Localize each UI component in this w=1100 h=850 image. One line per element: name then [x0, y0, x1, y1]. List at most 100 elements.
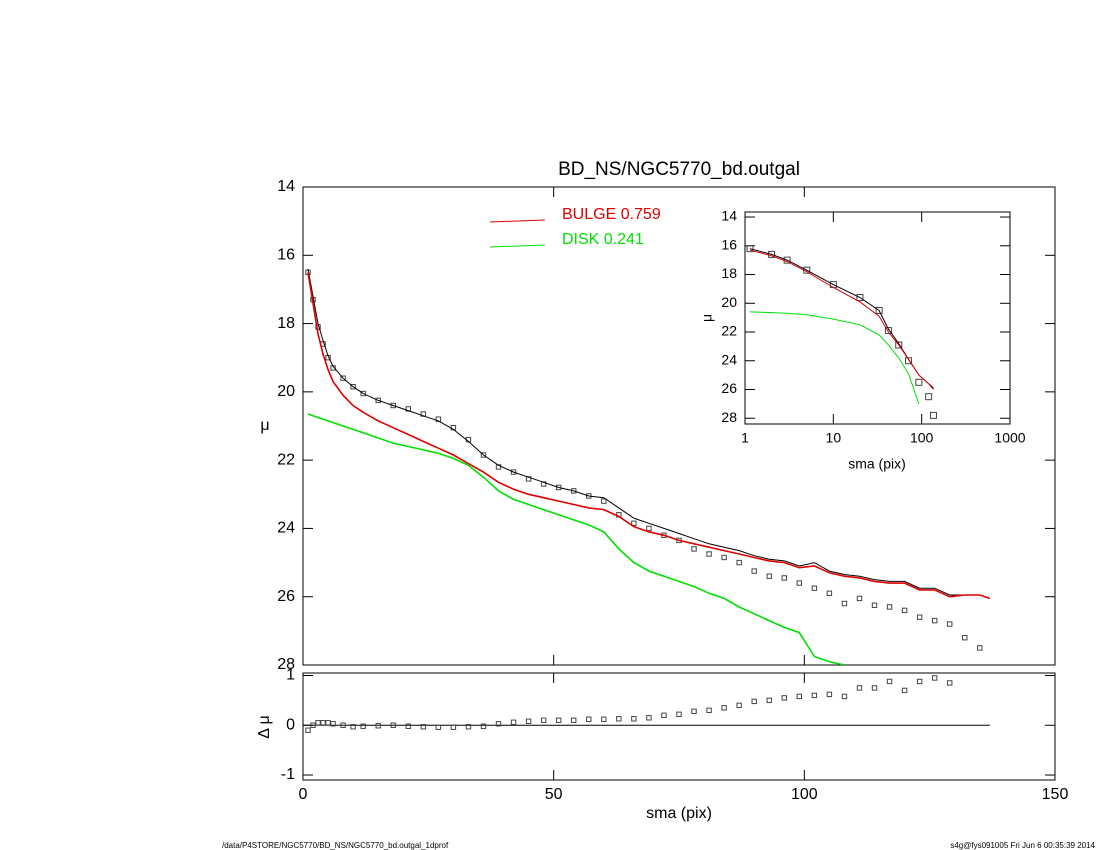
data-point — [916, 614, 923, 620]
data-point — [330, 721, 336, 727]
data-point — [736, 702, 742, 709]
plot-frame — [744, 211, 1011, 425]
data-point — [350, 724, 356, 730]
data-point — [480, 723, 487, 729]
data-point — [325, 720, 331, 726]
data-point — [931, 675, 938, 681]
data-point — [929, 411, 937, 419]
data-point — [736, 559, 742, 566]
data-point — [375, 723, 381, 729]
y-tick-label: 16 — [277, 247, 295, 264]
x-axis-label: sma (pix) — [646, 805, 712, 822]
x-tick-label: 50 — [545, 786, 563, 803]
data-point — [841, 600, 848, 607]
x-tick-label: 10 — [826, 430, 842, 446]
x-tick-label: 1 — [741, 430, 749, 446]
inset-x-axis-label: sma (pix) — [848, 456, 906, 472]
data-point — [661, 712, 667, 719]
data-point — [340, 375, 346, 381]
plot-area — [746, 245, 937, 419]
y-tick-label: 0 — [286, 716, 295, 733]
y-tick-label: 22 — [277, 451, 295, 468]
data-point — [571, 717, 577, 723]
x-tick-label: 150 — [1042, 786, 1069, 803]
data-point — [796, 580, 803, 586]
data-point — [450, 724, 457, 730]
data-point — [631, 716, 637, 722]
data-point — [465, 724, 472, 730]
data-point — [916, 678, 923, 685]
y-tick-label: 24 — [277, 520, 295, 537]
data-point — [915, 378, 923, 386]
data-point — [405, 406, 411, 412]
y-tick-label: 20 — [721, 294, 737, 310]
y-tick-label: 1 — [286, 667, 295, 684]
x-tick-label: 1000 — [994, 430, 1025, 446]
data-point — [886, 678, 893, 685]
data-point — [781, 575, 787, 581]
series-line — [749, 249, 934, 390]
data-point — [375, 397, 381, 404]
data-point — [796, 693, 803, 700]
data-point — [875, 306, 883, 314]
y-tick-label: -1 — [281, 766, 295, 783]
y-tick-label: 26 — [277, 588, 295, 605]
data-point — [768, 250, 776, 258]
data-point — [320, 720, 326, 726]
data-point — [856, 685, 863, 691]
data-point — [884, 327, 892, 335]
y-tick-label: 14 — [277, 178, 295, 195]
data-point — [886, 604, 893, 610]
series-line — [307, 268, 990, 599]
data-point — [586, 716, 592, 722]
data-point — [360, 723, 366, 729]
data-point — [856, 294, 864, 302]
series-line — [307, 272, 991, 600]
data-point — [856, 595, 863, 602]
data-point — [510, 469, 517, 475]
data-point — [751, 568, 757, 574]
y-tick-label: 28 — [277, 656, 295, 673]
legend-label: DISK 0.241 — [562, 231, 644, 248]
data-point — [947, 621, 953, 627]
chart-title: BD_NS/NGC5770_bd.outgal — [558, 159, 800, 180]
data-point — [340, 722, 346, 728]
data-point — [601, 716, 607, 722]
data-point — [811, 692, 818, 699]
data-point — [616, 716, 622, 722]
legend-swatch — [489, 244, 546, 248]
series-line — [749, 311, 920, 405]
footer-path: /data/P4STORE/NGC5770/BD_NS/NGC5770_bd.o… — [222, 841, 449, 850]
y-axis-label: μ — [260, 417, 269, 434]
data-point — [555, 484, 562, 491]
data-point — [766, 697, 772, 704]
plot-area — [303, 675, 990, 733]
data-point — [751, 698, 757, 705]
y-tick-label: 22 — [721, 323, 737, 339]
data-point — [555, 717, 562, 723]
data-point — [525, 718, 532, 724]
data-point — [871, 602, 878, 608]
data-point — [435, 724, 442, 730]
data-point — [925, 393, 933, 401]
y-tick-label: 28 — [721, 409, 737, 425]
data-point — [510, 719, 517, 725]
y-tick-label: 24 — [721, 351, 737, 367]
data-point — [811, 585, 818, 591]
legend-label: BULGE 0.759 — [562, 206, 661, 223]
y-tick-label: 18 — [721, 265, 737, 281]
x-tick-label: 0 — [299, 786, 308, 803]
data-point — [895, 341, 903, 349]
data-point — [706, 551, 712, 557]
data-point — [390, 722, 396, 728]
plot-frame — [302, 672, 1056, 781]
data-point — [480, 452, 487, 458]
footer-stamp: s4g@fys091005 Fri Jun 6 00:35:39 2014 — [950, 841, 1095, 850]
legend-swatch — [489, 219, 546, 223]
plot-frame — [302, 186, 1056, 666]
data-point — [931, 617, 938, 624]
y-tick-label: 16 — [721, 236, 737, 252]
y-tick-label: 14 — [721, 208, 737, 224]
plot-area — [305, 268, 991, 665]
